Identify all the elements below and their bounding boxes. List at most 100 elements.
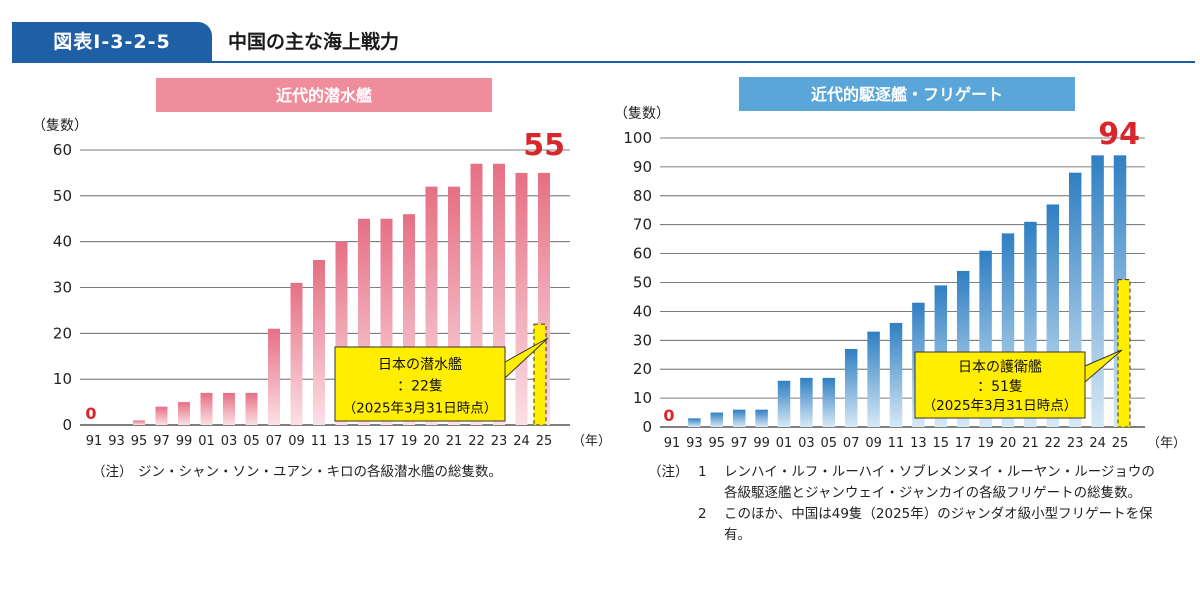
- x-tick-label: 93: [686, 436, 703, 451]
- y-tick-label: 20: [53, 324, 72, 342]
- japan-callout-line2: ：51隻: [977, 379, 1023, 395]
- bar: [1091, 155, 1104, 427]
- x-tick-label: 05: [821, 436, 838, 451]
- x-axis-label: （年）: [572, 434, 611, 449]
- x-tick-label: 11: [888, 436, 905, 451]
- x-tick-label: 15: [933, 436, 950, 451]
- zero-value-label: 0: [85, 404, 96, 423]
- x-tick-label: 22: [468, 434, 485, 449]
- x-tick-label: 25: [536, 434, 553, 449]
- note-right-item-text: このほか、中国は49隻（2025年）のジャンダオ級小型フリゲートを保有。: [724, 506, 1153, 543]
- japan-callout-line1: 日本の護衛艦: [958, 359, 1042, 375]
- japan-comparison-bar: [533, 323, 547, 426]
- header-rule: [12, 61, 1195, 63]
- bar: [800, 377, 813, 427]
- note-right-item-number: 2: [698, 506, 707, 522]
- x-tick-label: 21: [1022, 436, 1039, 451]
- bar: [889, 322, 903, 427]
- x-tick-label: 05: [243, 434, 260, 449]
- latest-value-label: 94: [1098, 117, 1140, 152]
- x-tick-label: 07: [266, 434, 283, 449]
- zero-value-label: 0: [663, 406, 674, 425]
- y-tick-label: 50: [633, 274, 652, 292]
- bar: [710, 412, 724, 427]
- note-left-label: （注）: [92, 464, 133, 480]
- japan-comparison-bar: [1117, 279, 1131, 428]
- y-axis-label: （隻数）: [32, 118, 88, 134]
- y-tick-label: 10: [633, 389, 652, 407]
- x-tick-label: 22: [1045, 436, 1062, 451]
- note-right-label: （注）: [648, 464, 689, 480]
- x-tick-label: 24: [1089, 436, 1106, 451]
- japan-callout-box: [334, 346, 506, 422]
- y-axis-label: （隻数）: [614, 106, 670, 122]
- figure-header: 図表Ⅰ-3-2-5 中国の主な海上戦力: [12, 22, 1195, 64]
- x-tick-label: 24: [513, 434, 530, 449]
- bar: [313, 260, 325, 425]
- bar: [867, 331, 880, 427]
- note-right-item-number: 1: [698, 464, 707, 480]
- x-axis-label: （年）: [1147, 436, 1186, 451]
- bar: [133, 420, 145, 425]
- chart-title-banner: [156, 78, 492, 112]
- bar: [268, 328, 280, 425]
- x-tick-label: 13: [333, 434, 350, 449]
- bar: [844, 348, 858, 427]
- bar: [178, 402, 190, 425]
- japan-callout-line3: （2025年3月31日時点）: [343, 400, 498, 416]
- y-tick-label: 0: [62, 416, 72, 434]
- x-tick-label: 15: [356, 434, 373, 449]
- chart-title: 近代的潜水艦: [276, 86, 372, 105]
- figure-title: 中国の主な海上戦力: [228, 31, 400, 53]
- latest-value-label: 55: [523, 128, 565, 163]
- x-tick-label: 97: [731, 436, 748, 451]
- y-tick-label: 0: [642, 418, 652, 436]
- japan-callout-line2: ：22隻: [397, 379, 443, 395]
- note-right-item-text: レンハイ・ルフ・ルーハイ・ソブレメンヌイ・ルーヤン・ルージョウの各級駆逐艦とジャ…: [724, 464, 1155, 501]
- x-tick-label: 11: [311, 434, 328, 449]
- bar: [200, 392, 213, 425]
- bar: [245, 392, 258, 425]
- note-right-item: （注） 1 レンハイ・ルフ・ルーハイ・ソブレメンヌイ・ルーヤン・ルージョウの各級…: [648, 462, 1168, 504]
- x-tick-label: 17: [955, 436, 972, 451]
- x-tick-label: 19: [977, 436, 994, 451]
- x-tick-label: 95: [709, 436, 726, 451]
- bar: [822, 377, 836, 427]
- y-tick-label: 80: [633, 187, 652, 205]
- note-right: （注） 1 レンハイ・ルフ・ルーハイ・ソブレメンヌイ・ルーヤン・ルージョウの各級…: [648, 462, 1168, 546]
- note-right-item: 2 このほか、中国は49隻（2025年）のジャンダオ級小型フリゲートを保有。: [648, 504, 1168, 546]
- bar: [223, 392, 235, 425]
- bar: [155, 406, 168, 425]
- figure-number-badge: 図表Ⅰ-3-2-5: [12, 22, 212, 62]
- y-tick-label: 60: [633, 245, 652, 263]
- japan-callout-line3: （2025年3月31日時点）: [923, 398, 1078, 414]
- x-tick-label: 07: [843, 436, 860, 451]
- x-tick-label: 13: [910, 436, 927, 451]
- x-tick-label: 20: [423, 434, 440, 449]
- x-tick-label: 23: [491, 434, 508, 449]
- y-tick-label: 90: [633, 158, 652, 176]
- y-tick-label: 50: [53, 187, 72, 205]
- y-tick-label: 30: [53, 279, 72, 297]
- y-tick-label: 10: [53, 370, 72, 388]
- note-left: （注） ジン・シャン・ソン・ユアン・キロの各級潜水艦の総隻数。: [92, 462, 502, 483]
- y-tick-label: 40: [53, 233, 72, 251]
- x-tick-label: 17: [378, 434, 395, 449]
- x-tick-label: 01: [198, 434, 215, 449]
- bar: [290, 282, 303, 425]
- x-tick-label: 99: [753, 436, 770, 451]
- x-tick-label: 91: [86, 434, 103, 449]
- y-tick-label: 100: [623, 129, 652, 147]
- x-tick-label: 09: [865, 436, 882, 451]
- y-tick-label: 30: [633, 331, 652, 349]
- bar: [777, 380, 791, 427]
- x-tick-label: 03: [798, 436, 815, 451]
- x-tick-label: 01: [776, 436, 793, 451]
- x-tick-label: 09: [288, 434, 305, 449]
- bar: [755, 409, 768, 427]
- y-tick-label: 60: [53, 141, 72, 159]
- chart-title: 近代的駆逐艦・フリゲート: [811, 85, 1003, 104]
- x-tick-label: 91: [664, 436, 681, 451]
- x-tick-label: 93: [108, 434, 125, 449]
